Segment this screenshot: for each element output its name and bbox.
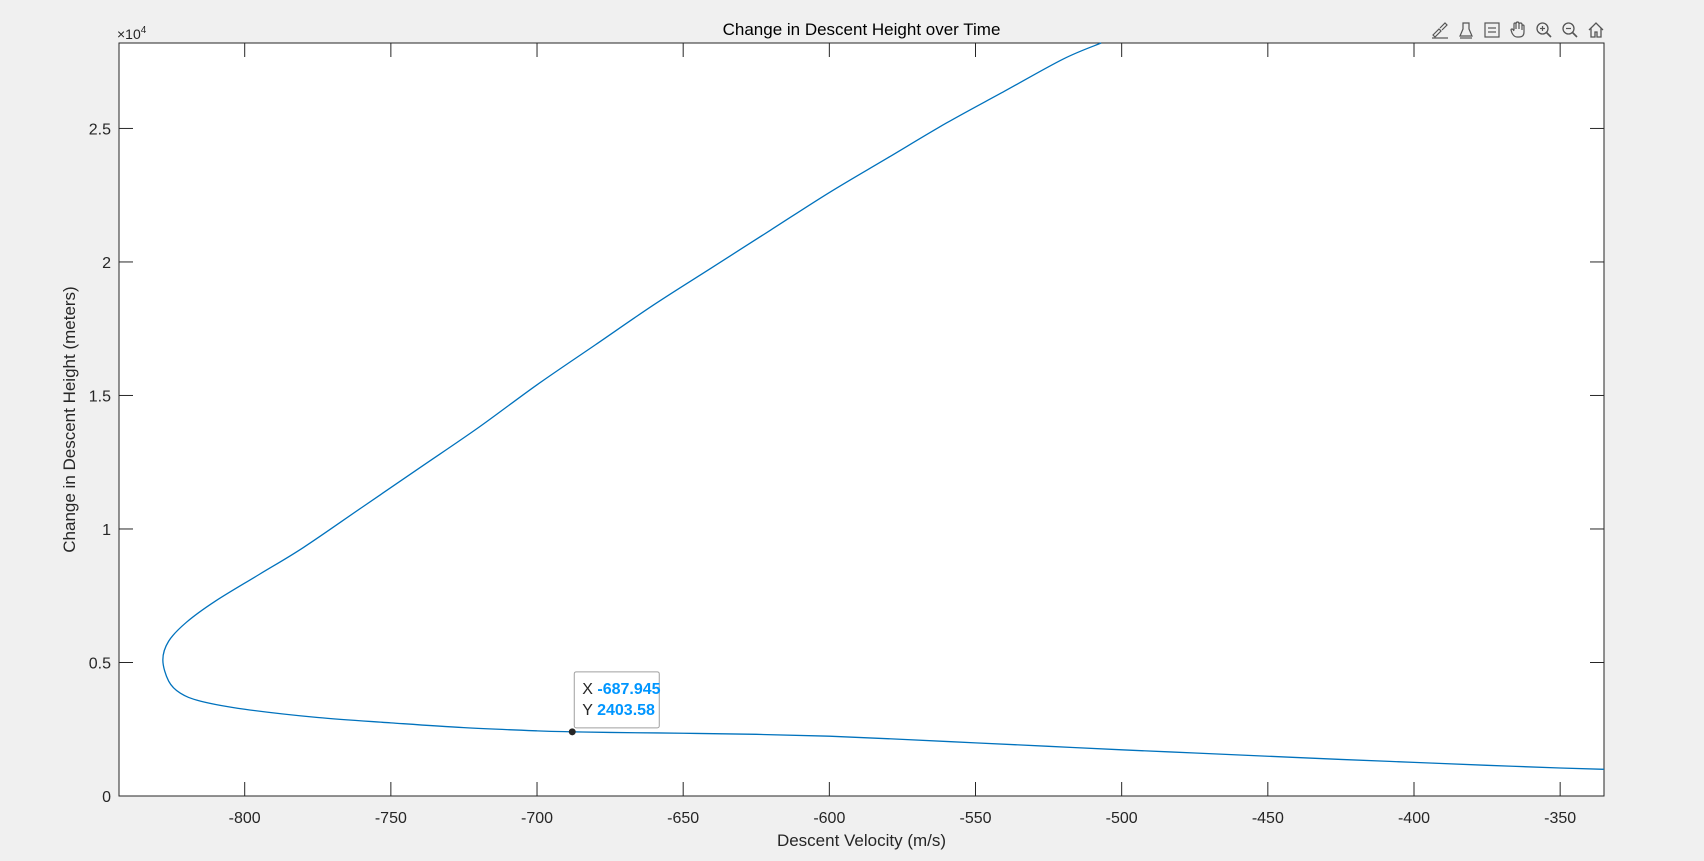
zoom-out-icon[interactable]	[1558, 18, 1582, 42]
x-tick-labels: -800 -750 -700 -650 -600 -550 -500 -450 -400 -350	[229, 810, 1577, 827]
datatip-y-line: Y 2403.58	[582, 702, 655, 719]
x-tick-label: -400	[1398, 810, 1430, 827]
legend-icon[interactable]	[1480, 18, 1504, 42]
x-tick-label: -500	[1106, 810, 1138, 827]
datatip-box	[573, 671, 660, 729]
x-tick-label: -700	[521, 810, 553, 827]
y-exponent-power: 4	[141, 25, 147, 36]
x-tick-label: -350	[1544, 810, 1576, 827]
chart-title: Change in Descent Height over Time	[723, 20, 1001, 39]
series-line[interactable]	[162, 42, 1605, 770]
datatip[interactable]: X -687.945 Y 2403.58	[568, 671, 661, 736]
tick-marks	[119, 43, 1604, 797]
datatip-y-label: Y	[582, 702, 593, 719]
y-tick-labels: 0 0.5 1 1.5 2 2.5	[89, 121, 111, 806]
y-tick-label: 1	[102, 522, 111, 539]
y-tick-label: 0	[102, 789, 111, 806]
datatip-x-label: X	[582, 681, 593, 698]
x-tick-label: -800	[229, 810, 261, 827]
zoom-in-icon[interactable]	[1532, 18, 1556, 42]
y-tick-label: 1.5	[89, 388, 111, 405]
axes-background[interactable]	[118, 42, 1605, 797]
x-tick-label: -450	[1252, 810, 1284, 827]
datatip-x-value: -687.945	[597, 681, 660, 698]
x-axis-label: Descent Velocity (m/s)	[777, 831, 946, 850]
datatip-x-line: X -687.945	[582, 681, 660, 698]
y-tick-label: 0.5	[89, 655, 111, 672]
y-tick-label: 2	[102, 255, 111, 272]
datatip-y-value: 2403.58	[597, 702, 655, 719]
brush-icon[interactable]	[1428, 18, 1452, 42]
axes-toolbar	[1428, 18, 1608, 42]
y-tick-label: 2.5	[89, 121, 111, 138]
pan-hand-icon[interactable]	[1506, 18, 1530, 42]
y-exponent-label: ×104	[117, 25, 147, 42]
home-icon[interactable]	[1584, 18, 1608, 42]
y-exponent-base: ×10	[117, 26, 141, 42]
datatip-marker[interactable]	[568, 728, 576, 736]
x-tick-label: -550	[959, 810, 991, 827]
x-tick-label: -750	[375, 810, 407, 827]
x-tick-label: -600	[813, 810, 845, 827]
data-tips-icon[interactable]	[1454, 18, 1478, 42]
x-tick-label: -650	[667, 810, 699, 827]
y-axis-label: Change in Descent Height (meters)	[60, 286, 79, 552]
